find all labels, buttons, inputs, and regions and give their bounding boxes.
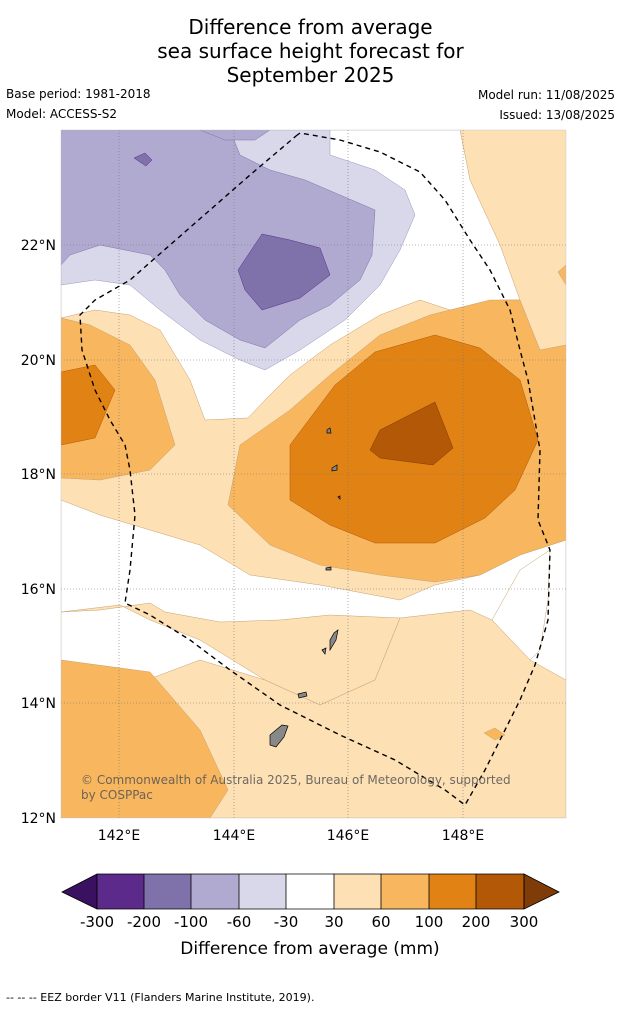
colorbar-segment xyxy=(97,874,144,909)
colorbar: -300 -200 -100 -60 -30 30 60 100 200 300… xyxy=(61,873,560,959)
sea-height-contours: © Commonwealth of Australia 2025, Bureau… xyxy=(61,130,566,818)
lon-label-142e: 142°E xyxy=(98,828,141,844)
lat-label-14n: 14°N xyxy=(21,696,56,712)
colorbar-extend-high xyxy=(523,873,560,910)
lat-label-20n: 20°N xyxy=(21,353,56,369)
lon-label-146e: 146°E xyxy=(327,828,370,844)
model-run: Model run: 11/08/2025 xyxy=(477,88,615,102)
colorbar-tick: 60 xyxy=(371,913,390,931)
lat-label-22n: 22°N xyxy=(21,238,56,254)
colorbar-tick: -60 xyxy=(227,913,252,931)
title-line-3: September 2025 xyxy=(226,63,395,87)
copyright-line-1: © Commonwealth of Australia 2025, Bureau… xyxy=(81,773,511,787)
lat-label-12n: 12°N xyxy=(21,811,56,827)
colorbar-tick: 300 xyxy=(510,913,539,931)
chart-title: Difference from average sea surface heig… xyxy=(0,15,621,87)
colorbar-segment xyxy=(429,874,476,909)
colorbar-segment xyxy=(239,874,286,909)
colorbar-segment xyxy=(476,874,524,909)
colorbar-tick: 30 xyxy=(324,913,343,931)
model-name: Model: ACCESS-S2 xyxy=(6,107,118,121)
lat-labels: 22°N 20°N 18°N 16°N 14°N 12°N xyxy=(21,238,56,827)
lon-labels: 142°E 144°E 146°E 148°E xyxy=(98,828,485,844)
lon-label-148e: 148°E xyxy=(442,828,485,844)
lat-label-18n: 18°N xyxy=(21,467,56,483)
colorbar-segment xyxy=(191,874,239,909)
colorbar-tick: -200 xyxy=(127,913,161,931)
lon-label-144e: 144°E xyxy=(213,828,256,844)
copyright-line-2: by COSPPac xyxy=(81,788,153,802)
colorbar-tick: 100 xyxy=(415,913,444,931)
colorbar-segment xyxy=(286,874,334,909)
map-frame xyxy=(60,129,567,819)
colorbar-segment xyxy=(144,874,191,909)
colorbar-segment xyxy=(381,874,429,909)
colorbar-extend-low xyxy=(61,873,98,910)
eez-footnote: -- -- -- EEZ border V11 (Flanders Marine… xyxy=(6,991,315,1004)
issued-date: Issued: 13/08/2025 xyxy=(499,108,615,122)
colorbar-tick: 200 xyxy=(462,913,491,931)
colorbar-title: Difference from average (mm) xyxy=(180,939,439,959)
colorbar-tick: -300 xyxy=(80,913,114,931)
lat-label-16n: 16°N xyxy=(21,582,56,598)
title-line-2: sea surface height forecast for xyxy=(157,39,464,63)
colorbar-tick: -100 xyxy=(174,913,208,931)
colorbar-tick: -30 xyxy=(274,913,299,931)
title-line-1: Difference from average xyxy=(188,15,433,39)
colorbar-segment xyxy=(334,874,381,909)
base-period: Base period: 1981-2018 xyxy=(6,87,151,101)
eez-border xyxy=(79,132,551,807)
islands xyxy=(269,427,341,748)
graticule xyxy=(61,130,566,818)
